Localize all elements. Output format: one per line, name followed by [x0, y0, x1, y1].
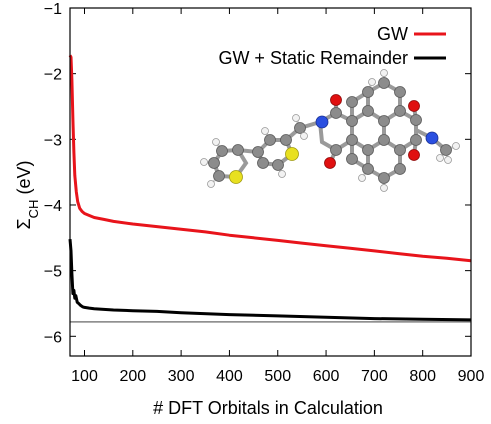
x-tick-label: 700	[361, 368, 388, 385]
y-axis-label-main: Σ	[14, 218, 34, 229]
y-axis-label-unit: (eV)	[14, 161, 34, 200]
y-tick-label: −4	[44, 198, 62, 215]
y-tick-label: −6	[44, 329, 62, 346]
x-tick-label: 600	[313, 368, 340, 385]
x-tick-label: 900	[458, 368, 485, 385]
y-tick-labels: −6 −5 −4 −3 −2 −1	[44, 1, 62, 346]
x-tick-label: 100	[71, 368, 98, 385]
y-tick-label: −5	[44, 264, 62, 281]
plot-frame	[69, 7, 472, 357]
y-tick-label: −3	[44, 132, 62, 149]
x-tick-label: 300	[168, 368, 195, 385]
y-axis-label: ΣCH (eV)	[14, 161, 41, 230]
series-line-gw-static-remainder	[68, 238, 472, 322]
legend-label-gw: GW	[377, 24, 408, 44]
x-tick-label: 500	[264, 368, 291, 385]
legend: GW GW + Static Remainder	[218, 24, 446, 68]
molecule-illustration	[200, 69, 460, 192]
legend-label-gw-static-remainder: GW + Static Remainder	[218, 48, 408, 68]
x-tick-labels: 100 200 300 400 500 600 700 800 900	[71, 368, 484, 385]
y-axis-label-subscript: CH	[26, 200, 41, 219]
x-tick-label: 400	[216, 368, 243, 385]
series-line-gw	[68, 54, 472, 263]
x-tick-label: 800	[409, 368, 436, 385]
x-axis-label: # DFT Orbitals in Calculation	[153, 398, 383, 418]
y-tick-label: −2	[44, 67, 62, 84]
y-tick-label: −1	[44, 1, 62, 18]
x-tick-label: 200	[119, 368, 146, 385]
